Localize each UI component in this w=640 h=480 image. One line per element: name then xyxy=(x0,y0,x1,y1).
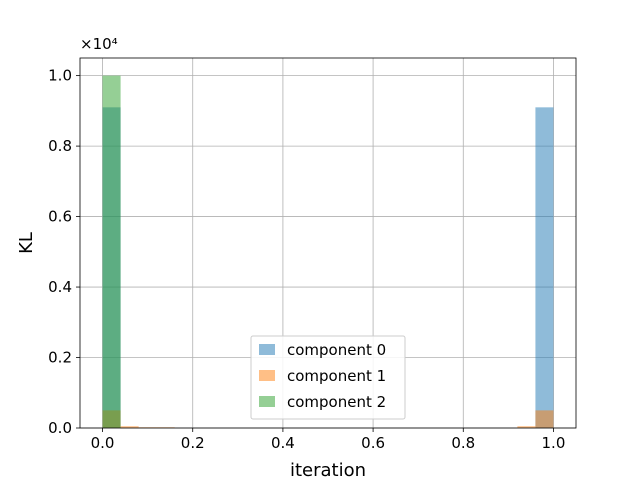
legend-swatch xyxy=(259,370,275,381)
legend-swatch xyxy=(259,344,275,355)
legend-swatch xyxy=(259,396,275,407)
y-tick-label: 0.0 xyxy=(48,419,72,437)
legend-box xyxy=(250,335,406,420)
x-tick-label: 0.0 xyxy=(91,434,115,452)
y-tick-label: 0.4 xyxy=(48,278,72,296)
x-tick-label: 0.8 xyxy=(451,434,475,452)
x-tick-label: 0.4 xyxy=(271,434,295,452)
x-tick-label: 0.2 xyxy=(181,434,205,452)
ticks: 0.0 0.2 0.4 0.6 0.8 1.0 0.0 0.2 0.4 0.6 0.8 1.0 xyxy=(48,67,565,452)
y-tick-label: 0.8 xyxy=(48,137,72,155)
legend: component 0 component 1 component 2 xyxy=(250,335,406,420)
legend-entry: component 1 xyxy=(287,367,386,385)
x-tick-label: 1.0 xyxy=(542,434,566,452)
y-tick-label: 1.0 xyxy=(48,67,72,85)
x-axis-label: iteration xyxy=(290,460,366,480)
y-tick-label: 0.6 xyxy=(48,208,72,226)
legend-entry: component 2 xyxy=(287,393,386,411)
bar-component-0 xyxy=(535,107,554,428)
y-scale-offset: ×10⁴ xyxy=(80,35,118,53)
bar-component-1 xyxy=(535,410,554,428)
plot-frame xyxy=(79,57,577,429)
y-tick-label: 0.2 xyxy=(48,349,72,367)
bars xyxy=(102,75,554,428)
x-tick-label: 0.6 xyxy=(361,434,385,452)
bar-component-2 xyxy=(102,75,121,428)
legend-entry: component 0 xyxy=(287,341,386,359)
y-axis-label: KL xyxy=(16,232,37,254)
bar-component-1 xyxy=(517,426,536,428)
bar-component-1 xyxy=(120,426,139,428)
